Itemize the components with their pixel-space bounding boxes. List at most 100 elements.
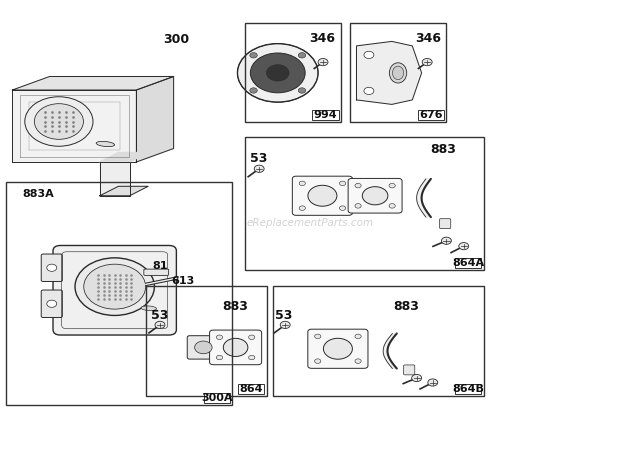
Polygon shape (100, 162, 130, 196)
Text: eReplacementParts.com: eReplacementParts.com (246, 218, 374, 228)
Polygon shape (136, 76, 174, 162)
Circle shape (84, 264, 146, 309)
Circle shape (25, 97, 93, 146)
Text: 300A: 300A (202, 393, 232, 403)
Circle shape (412, 374, 422, 382)
Circle shape (364, 87, 374, 94)
Ellipse shape (141, 306, 156, 310)
Bar (273, 286, 484, 396)
Polygon shape (100, 186, 148, 196)
Text: 53: 53 (250, 152, 268, 165)
Ellipse shape (96, 141, 115, 147)
Circle shape (34, 104, 84, 140)
Text: 994: 994 (314, 110, 337, 120)
FancyBboxPatch shape (348, 179, 402, 213)
Ellipse shape (223, 338, 248, 356)
Ellipse shape (362, 187, 388, 205)
Bar (312, 110, 339, 120)
Circle shape (250, 53, 305, 93)
Text: 346: 346 (309, 32, 335, 45)
Ellipse shape (308, 185, 337, 206)
Text: 346: 346 (415, 32, 441, 45)
FancyBboxPatch shape (41, 290, 62, 318)
Ellipse shape (324, 338, 352, 359)
Circle shape (155, 321, 165, 328)
Circle shape (340, 206, 346, 211)
Bar (204, 393, 230, 403)
FancyBboxPatch shape (187, 336, 219, 359)
Circle shape (389, 203, 396, 208)
Circle shape (250, 53, 257, 58)
Circle shape (299, 181, 306, 186)
Circle shape (459, 243, 469, 250)
Text: 53: 53 (275, 310, 293, 322)
Circle shape (250, 88, 257, 93)
Circle shape (216, 335, 223, 339)
Text: 864: 864 (239, 384, 263, 394)
Bar (6, 182, 232, 405)
FancyBboxPatch shape (144, 269, 169, 275)
Polygon shape (383, 333, 397, 369)
Text: 53: 53 (151, 310, 169, 322)
FancyBboxPatch shape (404, 365, 415, 375)
Ellipse shape (392, 66, 404, 80)
Circle shape (254, 165, 264, 172)
Bar (418, 110, 444, 120)
Bar (350, 22, 446, 122)
Text: 864B: 864B (452, 384, 484, 394)
Circle shape (299, 206, 306, 211)
Circle shape (441, 237, 451, 244)
Polygon shape (356, 41, 422, 104)
Polygon shape (12, 76, 174, 90)
Circle shape (422, 58, 432, 66)
Circle shape (355, 334, 361, 338)
Text: 81: 81 (153, 261, 167, 271)
Polygon shape (12, 90, 136, 162)
Circle shape (237, 44, 318, 102)
Circle shape (364, 51, 374, 59)
Circle shape (315, 334, 321, 338)
Circle shape (249, 356, 255, 360)
Circle shape (298, 88, 306, 93)
Circle shape (355, 203, 361, 208)
Bar (455, 258, 481, 268)
Bar (238, 384, 264, 394)
Circle shape (249, 335, 255, 339)
FancyBboxPatch shape (308, 329, 368, 368)
Text: 613: 613 (171, 276, 195, 286)
Polygon shape (100, 153, 148, 162)
Text: 883: 883 (430, 143, 456, 156)
FancyBboxPatch shape (293, 176, 352, 216)
Circle shape (47, 300, 57, 307)
Bar (146, 286, 267, 396)
FancyBboxPatch shape (53, 246, 176, 335)
Bar (245, 137, 484, 270)
Text: 676: 676 (419, 110, 443, 120)
Circle shape (355, 359, 361, 364)
Circle shape (47, 264, 57, 271)
Text: 864A: 864A (452, 258, 484, 268)
FancyBboxPatch shape (440, 219, 451, 229)
Text: 883A: 883A (22, 189, 55, 199)
Text: 883: 883 (223, 301, 249, 313)
Circle shape (195, 341, 212, 354)
FancyBboxPatch shape (210, 330, 262, 365)
Circle shape (389, 184, 396, 188)
FancyBboxPatch shape (41, 254, 62, 282)
Text: 883: 883 (393, 301, 419, 313)
Circle shape (75, 258, 154, 315)
Circle shape (298, 53, 306, 58)
Bar (455, 384, 481, 394)
Circle shape (428, 379, 438, 386)
Circle shape (267, 65, 289, 81)
Circle shape (315, 359, 321, 364)
Circle shape (355, 184, 361, 188)
Bar (245, 22, 341, 122)
Text: 300: 300 (164, 33, 190, 46)
Circle shape (280, 321, 290, 328)
Circle shape (340, 181, 346, 186)
Polygon shape (417, 179, 431, 217)
Circle shape (216, 356, 223, 360)
Circle shape (318, 58, 328, 66)
Ellipse shape (389, 63, 407, 83)
